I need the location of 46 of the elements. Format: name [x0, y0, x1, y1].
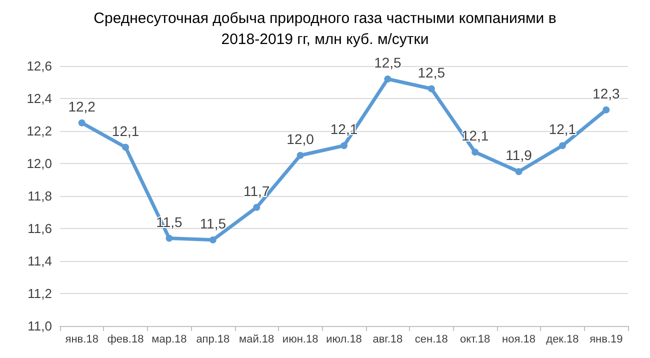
x-tick-label: сен.18 — [414, 334, 448, 346]
data-label: 11,9 — [506, 147, 532, 164]
y-tick-label: 12,4 — [26, 91, 52, 106]
x-tick-label: май.18 — [239, 334, 274, 346]
x-tick-label: фев.18 — [107, 334, 144, 346]
x-tick-label: янв.19 — [590, 334, 623, 346]
point — [340, 142, 348, 150]
point — [166, 234, 173, 242]
data-label: 12,5 — [374, 54, 402, 70]
x-tick-label: июн.18 — [282, 334, 318, 346]
point — [78, 119, 86, 126]
data-label: 12,2 — [68, 98, 96, 114]
x-tick-label: июл.18 — [326, 334, 362, 346]
y-tick-label: 12,2 — [26, 124, 52, 138]
point — [384, 76, 392, 82]
y-tick-label: 12,0 — [26, 156, 52, 171]
data-label: 12,5 — [418, 64, 446, 80]
x-tick-label: ноя.18 — [502, 334, 536, 346]
data-label: 12,1 — [112, 122, 140, 139]
y-tick-label: 11,2 — [28, 286, 52, 301]
x-tick-label: авг.18 — [372, 334, 403, 346]
chart-title: Среднесуточная добыча природного газа частными компаниями в 2018-2019 гг, млн куб. м/сутки — [92, 9, 558, 50]
data-label: 12,3 — [592, 85, 620, 102]
point — [209, 236, 216, 244]
x-tick-label: мар.18 — [152, 334, 187, 346]
x-tick-label: апр.18 — [196, 334, 230, 346]
point — [122, 144, 130, 151]
data-label: 11,5 — [200, 215, 226, 232]
y-tick-label: 12,6 — [26, 58, 52, 74]
point — [558, 142, 566, 150]
y-tick-label: 11,4 — [28, 254, 52, 268]
x-tick-label: янв.18 — [65, 334, 98, 346]
y-tick-label: 11,8 — [28, 188, 52, 204]
point — [428, 85, 435, 92]
point — [472, 148, 479, 156]
point — [296, 152, 304, 159]
point — [515, 168, 522, 176]
data-label: 12,1 — [548, 121, 576, 138]
point — [253, 204, 260, 211]
y-tick-label: 11,6 — [28, 221, 52, 236]
point — [602, 106, 610, 114]
x-tick-label: дек.18 — [546, 334, 579, 346]
x-tick-label: окт.18 — [460, 334, 490, 346]
data-label: 11,7 — [244, 182, 270, 199]
data-label: 12,0 — [286, 130, 314, 147]
y-tick-label: 11,0 — [28, 318, 52, 334]
